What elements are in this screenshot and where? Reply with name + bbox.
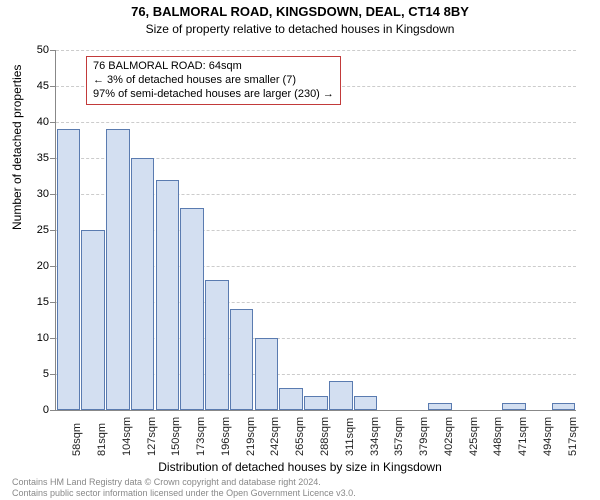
y-tick-label: 30 bbox=[19, 188, 49, 200]
y-tick-label: 20 bbox=[19, 260, 49, 272]
y-tick bbox=[50, 230, 55, 231]
y-tick bbox=[50, 86, 55, 87]
y-tick-label: 40 bbox=[19, 116, 49, 128]
x-tick-label: 196sqm bbox=[220, 417, 232, 456]
histogram-bar bbox=[81, 230, 105, 410]
y-tick-label: 35 bbox=[19, 152, 49, 164]
plot-area: 76 BALMORAL ROAD: 64sqm ← 3% of detached… bbox=[55, 50, 576, 411]
histogram-bar bbox=[552, 403, 576, 410]
y-tick bbox=[50, 50, 55, 51]
y-tick bbox=[50, 194, 55, 195]
histogram-bar bbox=[57, 129, 81, 410]
histogram-bar bbox=[180, 208, 204, 410]
info-box: 76 BALMORAL ROAD: 64sqm ← 3% of detached… bbox=[86, 56, 341, 105]
chart-subtitle: Size of property relative to detached ho… bbox=[0, 22, 600, 36]
x-tick-label: 265sqm bbox=[294, 417, 306, 456]
info-line-2: ← 3% of detached houses are smaller (7) bbox=[93, 74, 334, 88]
y-tick-label: 25 bbox=[19, 224, 49, 236]
y-tick bbox=[50, 158, 55, 159]
grid-line bbox=[56, 122, 576, 123]
x-tick-label: 379sqm bbox=[418, 417, 430, 456]
histogram-bar bbox=[502, 403, 526, 410]
histogram-bar bbox=[255, 338, 279, 410]
x-tick-label: 173sqm bbox=[195, 417, 207, 456]
histogram-bar bbox=[279, 388, 303, 410]
x-tick-label: 402sqm bbox=[443, 417, 455, 456]
x-tick-label: 242sqm bbox=[269, 417, 281, 456]
y-tick bbox=[50, 410, 55, 411]
x-tick-label: 58sqm bbox=[71, 423, 83, 456]
y-tick bbox=[50, 374, 55, 375]
x-axis-title: Distribution of detached houses by size … bbox=[0, 460, 600, 474]
chart-title-address: 76, BALMORAL ROAD, KINGSDOWN, DEAL, CT14… bbox=[0, 4, 600, 19]
histogram-bar bbox=[329, 381, 353, 410]
y-tick-label: 10 bbox=[19, 332, 49, 344]
histogram-bar bbox=[106, 129, 130, 410]
x-tick-label: 448sqm bbox=[492, 417, 504, 456]
y-tick bbox=[50, 338, 55, 339]
histogram-bar bbox=[131, 158, 155, 410]
x-tick-label: 494sqm bbox=[542, 417, 554, 456]
y-tick-label: 15 bbox=[19, 296, 49, 308]
y-tick-label: 45 bbox=[19, 80, 49, 92]
histogram-bar bbox=[428, 403, 452, 410]
histogram-bar bbox=[230, 309, 254, 410]
info-line-1: 76 BALMORAL ROAD: 64sqm bbox=[93, 60, 334, 74]
x-tick-label: 517sqm bbox=[567, 417, 579, 456]
x-tick-label: 311sqm bbox=[344, 418, 356, 456]
x-tick-label: 127sqm bbox=[146, 417, 158, 456]
x-tick-label: 334sqm bbox=[369, 417, 381, 456]
x-tick-label: 425sqm bbox=[468, 417, 480, 456]
y-tick-label: 5 bbox=[19, 368, 49, 380]
y-tick-label: 0 bbox=[19, 404, 49, 416]
footer-line-1: Contains HM Land Registry data © Crown c… bbox=[12, 477, 600, 487]
x-tick-label: 471sqm bbox=[517, 417, 529, 456]
x-tick-label: 357sqm bbox=[393, 417, 405, 456]
x-tick-label: 81sqm bbox=[96, 423, 108, 456]
y-tick bbox=[50, 302, 55, 303]
grid-line bbox=[56, 50, 576, 51]
histogram-bar bbox=[354, 396, 378, 410]
x-tick-label: 219sqm bbox=[245, 417, 257, 456]
footer-line-2: Contains public sector information licen… bbox=[12, 488, 600, 498]
y-tick bbox=[50, 266, 55, 267]
x-tick-label: 104sqm bbox=[121, 417, 133, 456]
x-tick-label: 150sqm bbox=[170, 417, 182, 456]
histogram-bar bbox=[156, 180, 180, 410]
y-tick bbox=[50, 122, 55, 123]
histogram-bar bbox=[205, 280, 229, 410]
x-tick-label: 288sqm bbox=[319, 417, 331, 456]
property-size-chart: 76, BALMORAL ROAD, KINGSDOWN, DEAL, CT14… bbox=[0, 0, 600, 500]
info-line-3: 97% of semi-detached houses are larger (… bbox=[93, 88, 334, 102]
y-tick-label: 50 bbox=[19, 44, 49, 56]
histogram-bar bbox=[304, 396, 328, 410]
chart-footer: Contains HM Land Registry data © Crown c… bbox=[0, 477, 600, 498]
